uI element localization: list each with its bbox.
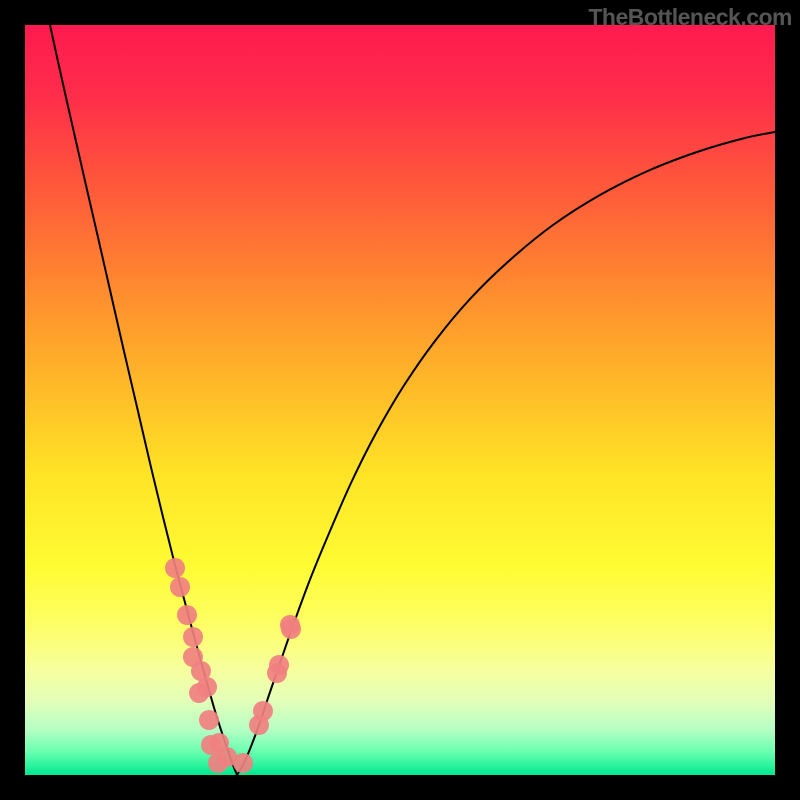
scatter-point [177, 605, 197, 625]
scatter-point [197, 677, 217, 697]
watermark-text: TheBottleneck.com [588, 4, 792, 31]
scatter-point [233, 753, 253, 773]
scatter-points [165, 558, 301, 773]
curve-layer [25, 25, 775, 775]
curve-left-branch [50, 25, 237, 775]
scatter-point [170, 577, 190, 597]
plot-outer [25, 25, 775, 775]
scatter-point [199, 710, 219, 730]
curve-right-branch [237, 132, 775, 775]
plot-area [25, 25, 775, 775]
scatter-point [269, 655, 289, 675]
scatter-point [165, 558, 185, 578]
chart-container: TheBottleneck.com [0, 0, 800, 800]
scatter-point [183, 627, 203, 647]
scatter-point [280, 615, 300, 635]
scatter-point [253, 701, 273, 721]
